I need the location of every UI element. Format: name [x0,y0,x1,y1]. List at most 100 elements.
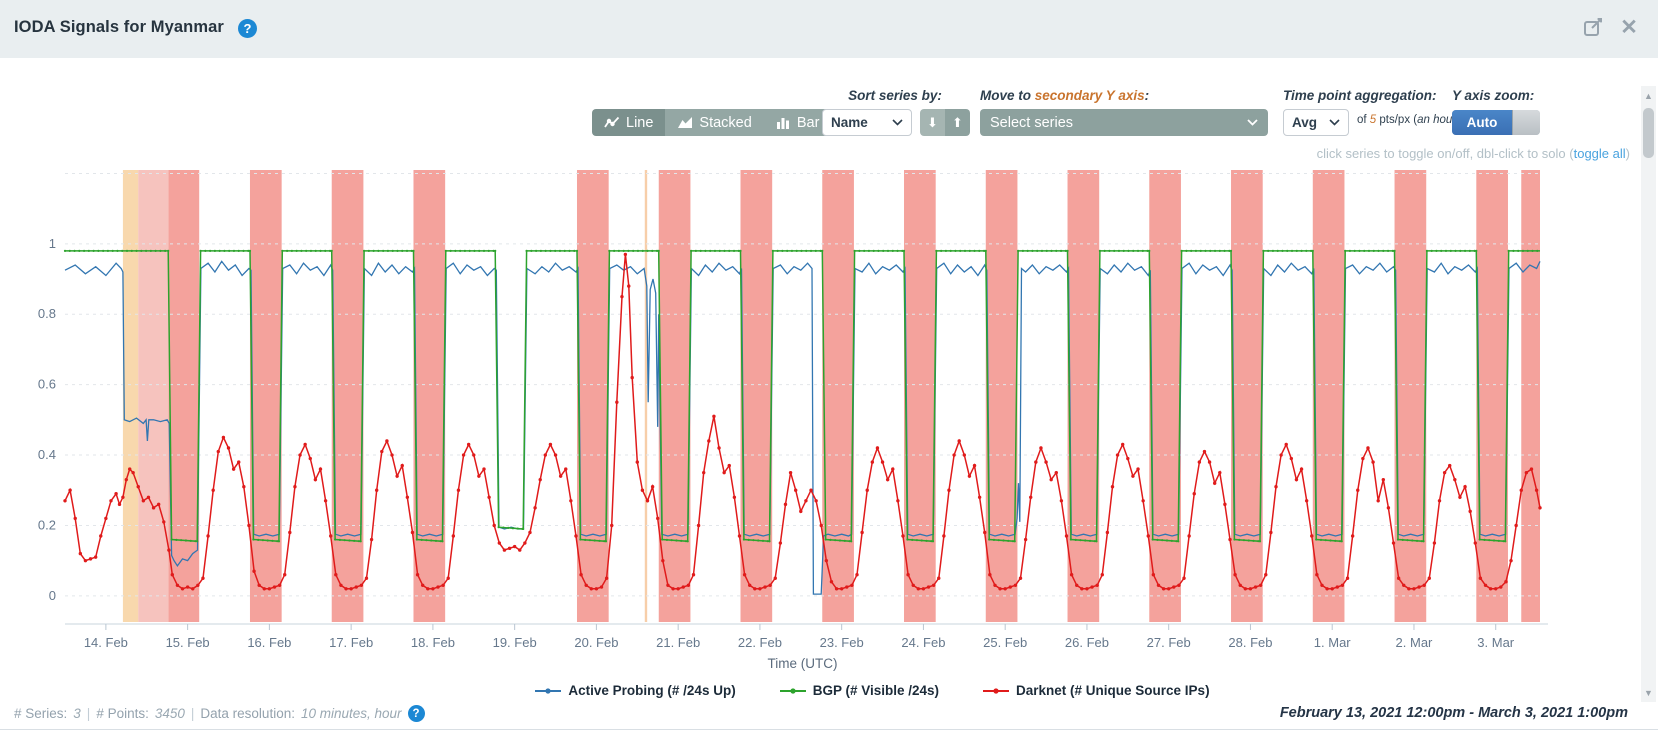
series-marker [247,523,251,528]
series-marker [1402,583,1406,587]
series-marker [1444,249,1448,252]
series-marker [463,249,467,252]
series-marker [1258,540,1262,543]
series-marker [863,249,866,252]
series-marker [1512,249,1515,252]
series-marker [1146,534,1150,538]
help-icon[interactable]: ? [238,19,257,38]
series-marker [456,488,461,492]
series-marker [853,249,856,252]
edit-icon[interactable] [1582,16,1604,38]
x-axis-tick-label: 28. Feb [1228,635,1272,650]
series-marker [248,249,252,252]
sort-descending-button[interactable]: ⬇ [920,109,945,136]
x-axis-tick-label: 19. Feb [493,635,537,650]
series-marker [247,249,250,252]
bar-chart-button[interactable]: Bar [763,109,832,136]
series-marker [473,249,476,252]
series-marker [390,453,394,457]
series-marker [1064,249,1067,252]
toggle-knob[interactable] [1512,110,1540,135]
series-marker [549,249,552,252]
series-marker [1420,540,1423,543]
toggle-all-link[interactable]: toggle all [1573,146,1626,161]
series-marker [164,249,167,252]
aggregation-select[interactable]: Avg [1283,109,1349,136]
series-marker [1007,539,1010,542]
series-marker [436,585,440,589]
y-axis-tick-label: 0.4 [38,447,56,462]
series-marker [1049,477,1053,482]
series-marker [1108,249,1111,252]
series-marker [425,539,428,542]
series-marker [261,539,265,542]
series-marker [364,576,369,580]
series-marker [154,249,157,252]
legend-item[interactable]: Active Probing (# /24s Up) [535,683,736,698]
series-marker [1122,249,1125,252]
sort-ascending-button[interactable]: ⬆ [945,109,970,136]
series-marker [1177,583,1181,587]
series-marker [1340,540,1343,543]
series-marker [1242,539,1246,542]
series-marker [415,573,420,577]
series-marker [130,249,133,252]
series-marker [232,249,236,252]
series-marker [1454,249,1457,252]
sort-select[interactable]: Name [822,109,912,136]
series-marker [814,249,817,252]
legend-item[interactable]: BGP (# Visible /24s) [779,683,940,698]
series-marker [144,249,148,252]
series-marker [957,439,961,443]
series-line[interactable] [65,250,1540,543]
series-marker [83,558,88,563]
close-icon[interactable]: ✕ [1620,15,1638,39]
series-marker [1492,539,1496,542]
series-marker [978,249,981,252]
series-marker [1126,456,1130,461]
series-marker [617,249,620,252]
series-line[interactable] [64,260,1541,595]
stacked-chart-button[interactable]: Stacked [665,109,764,136]
outage-band [822,170,854,622]
chart-plot[interactable]: 0 0.2 0.4 0.6 0.8 1 14. Feb 15. Feb 16. Feb 17. F… [0,168,1658,708]
series-marker [73,249,76,252]
vertical-scrollbar[interactable]: ▲ ▼ [1641,86,1656,702]
legend-item[interactable]: Darknet (# Unique Source IPs) [983,683,1210,698]
series-marker [584,583,588,587]
series-marker [579,538,582,541]
series-marker [768,540,771,543]
series-marker [1136,467,1140,471]
select-series-dropdown[interactable]: Select series [980,109,1268,136]
help-icon[interactable]: ? [407,705,425,722]
series-marker [328,249,332,252]
chart-stats: # Series: 3 | # Points: 3450 | Data resolu… [14,705,425,722]
scroll-down-icon[interactable]: ▼ [1644,687,1653,698]
series-marker [848,540,851,543]
series-marker [717,446,721,450]
y-axis-zoom-toggle[interactable]: Auto [1452,110,1540,135]
series-marker [906,538,909,541]
series-marker [1131,474,1135,478]
series-marker [1247,539,1250,542]
scrollbar-thumb[interactable] [1643,108,1654,158]
series-marker [675,539,678,542]
series-marker [386,249,390,252]
legend-label: BGP (# Visible /24s) [812,683,940,698]
series-marker [896,249,899,252]
series-marker [396,249,399,252]
series-marker [405,249,409,252]
series-marker [1036,249,1039,252]
scroll-up-icon[interactable]: ▲ [1644,90,1653,101]
series-marker [819,523,823,528]
series-marker [1156,538,1159,541]
series-marker [771,249,774,252]
series-marker [63,499,67,503]
series-marker [477,474,481,478]
series-marker [159,249,162,252]
series-marker [839,587,844,591]
series-marker [1103,249,1106,252]
series-marker [916,587,921,591]
series-marker [707,439,711,443]
line-chart-button[interactable]: Line [592,109,666,136]
